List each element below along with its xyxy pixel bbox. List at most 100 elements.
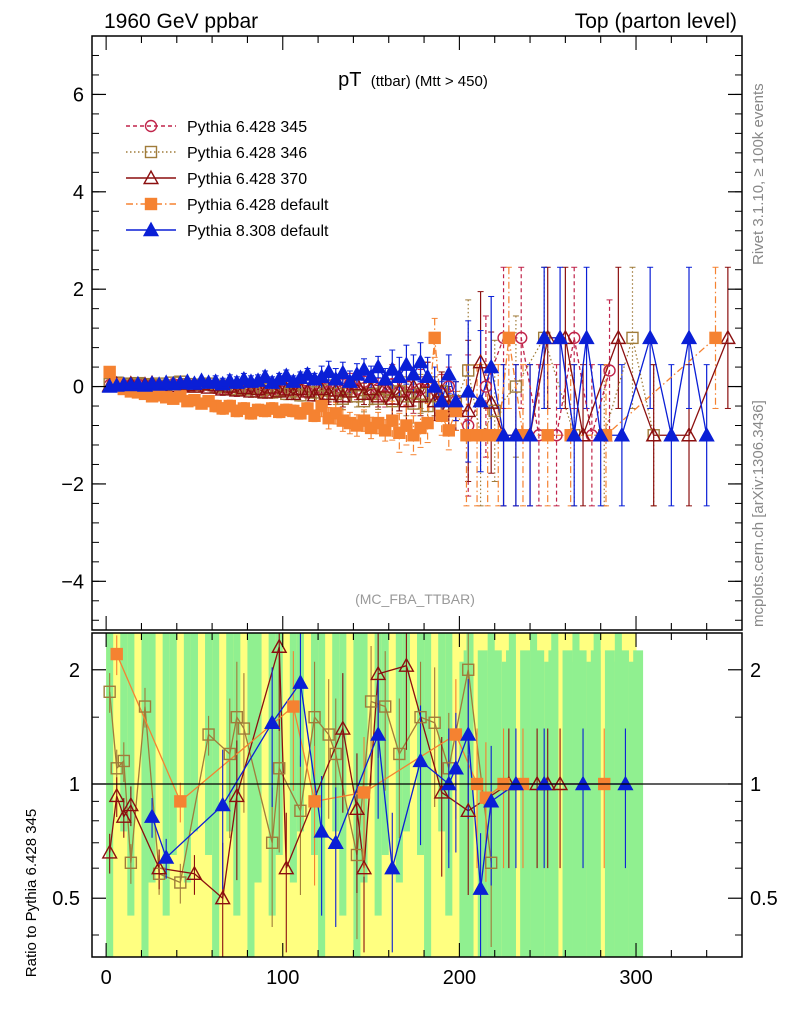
- ratio-band-yellow: [515, 633, 524, 957]
- legend-label: Pythia 6.428 default: [187, 197, 329, 214]
- data-point-pythia-6-428-default: [709, 331, 722, 345]
- ratio-band-green: [633, 650, 644, 957]
- data-point-pythia-6-428-default: [371, 416, 385, 430]
- legend-label: Pythia 6.428 370: [187, 171, 307, 188]
- data-point-pythia-6-428-default: [301, 402, 314, 415]
- ratio-point-pythia-6-428-370: [151, 859, 168, 875]
- data-point-pythia-8-308-default: [363, 368, 380, 384]
- data-point-pythia-8-308-default: [642, 329, 659, 345]
- analysis-watermark: (MC_FBA_TTBAR): [355, 591, 475, 607]
- legend: Pythia 6.428 345 Pythia 6.428 346 Pythia 6…: [126, 119, 329, 240]
- ratio-band-green: [614, 633, 623, 957]
- data-point-pythia-6-428-default: [435, 409, 448, 422]
- ratio-point-pythia-8-308-default: [370, 726, 387, 741]
- data-point-pythia-8-308-default: [521, 426, 539, 442]
- ratio-band-green: [247, 633, 255, 957]
- ratio-point-pythia-6-428-346: [294, 804, 307, 817]
- data-point-pythia-6-428-370: [377, 378, 394, 393]
- data-point-pythia-6-428-370: [228, 382, 245, 397]
- ratio-point-pythia-8-308-default: [292, 674, 309, 689]
- ratio-y-tick-label: 0.5: [52, 888, 80, 910]
- ratio-band-green: [127, 633, 135, 916]
- data-point-pythia-6-428-370: [384, 390, 401, 405]
- data-point-pythia-8-308-default: [447, 392, 464, 408]
- data-point-pythia-6-428-default: [541, 429, 554, 442]
- main-y-tick-label: −4: [61, 571, 84, 593]
- data-point-pythia-6-428-345: [479, 380, 493, 393]
- data-point-pythia-8-308-default: [405, 366, 422, 381]
- ratio-band-green: [459, 661, 467, 957]
- data-point-pythia-8-308-default: [299, 366, 316, 381]
- ratio-point-pythia-6-428-346: [308, 710, 321, 724]
- ratio-point-pythia-6-428-default: [308, 795, 321, 808]
- legend-entry-pythia-6-428-346: Pythia 6.428 346: [126, 145, 307, 162]
- ratio-band-green: [148, 633, 157, 883]
- ratio-point-pythia-6-428-370: [398, 657, 415, 672]
- ratio-point-pythia-8-308-default: [384, 859, 401, 875]
- data-point-pythia-6-428-default: [481, 429, 494, 442]
- data-point-pythia-6-428-370: [242, 383, 260, 398]
- data-point-pythia-6-428-346: [294, 389, 307, 402]
- legend-entry-pythia-6-428-370: Pythia 6.428 370: [126, 169, 307, 188]
- data-point-pythia-8-308-default: [552, 329, 569, 345]
- data-point-pythia-6-428-370: [249, 380, 267, 396]
- legend-entry-pythia-6-428-default: Pythia 6.428 default: [126, 197, 329, 214]
- ratio-point-pythia-6-428-346: [484, 856, 498, 869]
- data-point-pythia-6-428-default: [379, 424, 392, 437]
- data-point-pythia-6-428-370: [391, 383, 408, 398]
- main-title-sub: (ttbar) (Mtt > 450): [371, 73, 488, 90]
- data-point-pythia-6-428-default: [470, 429, 484, 442]
- data-point-pythia-8-308-default: [334, 364, 351, 380]
- data-point-pythia-6-428-346: [357, 394, 371, 408]
- main-title-main: pT: [338, 69, 361, 91]
- data-point-pythia-6-428-default: [442, 424, 455, 437]
- ratio-band-green: [520, 650, 531, 957]
- main-y-tick-label: 0: [73, 377, 84, 399]
- ratio-y-tick-label: 2: [69, 660, 80, 682]
- data-point-pythia-6-428-default: [315, 399, 328, 413]
- ratio-point-pythia-8-308-default: [483, 793, 500, 808]
- data-point-pythia-6-428-370: [472, 353, 489, 369]
- ratio-panel-frame: [91, 632, 743, 958]
- data-point-pythia-6-428-370: [271, 383, 288, 398]
- data-point-pythia-8-308-default: [384, 361, 401, 376]
- data-point-pythia-8-308-default: [472, 392, 489, 408]
- data-point-pythia-6-428-346: [462, 364, 475, 377]
- ratio-point-pythia-6-428-370: [370, 665, 387, 681]
- ratio-point-pythia-6-428-346: [174, 876, 187, 889]
- ratio-band-yellow: [261, 633, 270, 957]
- ratio-point-pythia-8-308-default: [536, 775, 553, 791]
- legend-marker: [144, 119, 158, 133]
- ratio-point-pythia-6-428-default: [287, 700, 300, 713]
- legend-marker: [144, 145, 158, 159]
- ratio-band-green: [438, 633, 446, 832]
- data-point-pythia-8-308-default: [257, 368, 274, 384]
- data-point-pythia-8-308-default: [419, 368, 436, 384]
- legend-marker: [144, 197, 158, 211]
- ratio-band-green: [501, 661, 510, 957]
- ratio-point-pythia-8-308-default: [412, 752, 429, 768]
- data-point-pythia-8-308-default: [592, 426, 609, 442]
- header-left-label: 1960 GeV ppbar: [104, 10, 258, 33]
- data-point-pythia-6-428-370: [370, 387, 387, 403]
- data-point-pythia-6-428-370: [299, 383, 316, 398]
- ratio-point-pythia-6-428-370: [348, 800, 366, 816]
- data-point-pythia-8-308-default: [426, 378, 443, 393]
- ratio-band-green: [590, 650, 601, 957]
- ratio-band-green: [562, 650, 573, 957]
- ratio-band-green: [106, 633, 114, 957]
- ratio-point-pythia-6-428-370: [108, 787, 125, 803]
- data-point-pythia-8-308-default: [483, 358, 500, 374]
- ratio-point-pythia-6-428-default: [110, 647, 123, 661]
- ratio-band-green: [141, 633, 150, 957]
- data-point-pythia-8-308-default: [440, 366, 457, 381]
- data-point-pythia-6-428-370: [405, 378, 422, 393]
- data-point-pythia-8-308-default: [320, 363, 337, 379]
- ratio-point-pythia-6-428-346: [350, 848, 364, 862]
- ratio-band-yellow: [367, 633, 376, 957]
- main-axes: −4 −2 0 2 4 6: [61, 36, 742, 630]
- legend-marker: [142, 169, 160, 185]
- ratio-point-pythia-6-428-346: [364, 695, 378, 708]
- ratio-point-pythia-6-428-346: [138, 700, 152, 713]
